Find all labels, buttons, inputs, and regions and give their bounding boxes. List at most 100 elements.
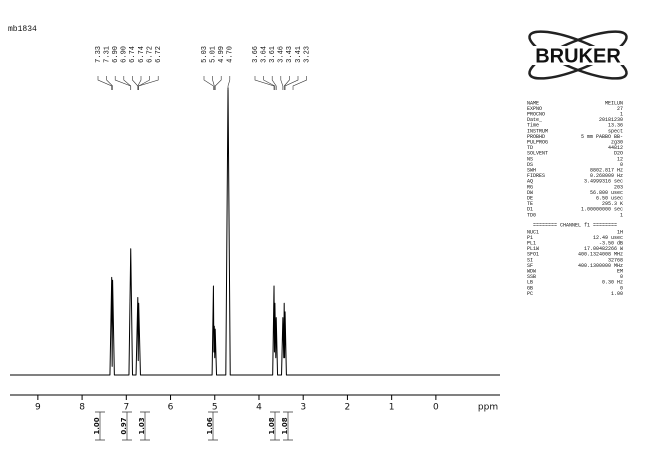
peak-leader — [114, 76, 132, 90]
x-tick-label: 5 — [212, 403, 218, 413]
peak-label: 5.03 — [201, 46, 209, 63]
peak-label: 3.43 — [286, 46, 294, 63]
param-value: 5 mm PABBO BB- — [581, 134, 623, 140]
peak-label: 4.99 — [218, 46, 226, 63]
integral-label: 0.97 — [120, 417, 128, 434]
integral-label: 1.03 — [138, 417, 146, 434]
param-name: DS — [527, 162, 533, 168]
param-name: NS — [527, 156, 533, 162]
peak-leader — [212, 76, 215, 90]
param-name: PROBHD — [527, 134, 545, 140]
integral-label: 1.08 — [281, 417, 289, 434]
param-value: 13.36 — [608, 123, 623, 129]
param-value: 1H — [617, 229, 623, 235]
param-value: 0.30 Hz — [602, 280, 623, 286]
peak-label: 3.41 — [295, 46, 303, 63]
param-name: D1 — [527, 207, 533, 213]
x-tick-label: 3 — [300, 403, 306, 413]
param-value: EM — [617, 269, 623, 275]
integral-bracket — [140, 411, 150, 441]
param-value: 27 — [617, 106, 623, 112]
param-value: 0 — [620, 285, 623, 291]
param-name: FIDRES — [527, 173, 545, 179]
integral-bracket — [122, 411, 132, 441]
peak-leader — [97, 76, 113, 90]
param-name: TD — [527, 145, 533, 151]
peak-leader — [137, 76, 142, 90]
integral-label: 1.08 — [268, 417, 276, 434]
param-name: Time — [527, 123, 539, 129]
param-value: 1.00 — [611, 291, 623, 297]
param-value: 0 — [620, 274, 623, 280]
peak-label: 6.90 — [121, 46, 129, 63]
x-tick-label: 8 — [79, 403, 85, 413]
logo-band — [528, 46, 628, 65]
peak-label: 3.46 — [278, 46, 286, 63]
param-value: 32768 — [608, 257, 623, 263]
param-value: 12.49 usec — [593, 235, 623, 241]
peak-label: 6.72 — [146, 46, 154, 63]
integral-bracket — [208, 411, 218, 441]
param-value: 295.3 K — [602, 201, 623, 207]
param-name: SOLVENT — [527, 151, 548, 157]
param-value: 203 — [614, 184, 623, 190]
integral-bracket — [270, 411, 280, 441]
param-value: 17.00482266 W — [584, 246, 623, 252]
peak-label: 3.64 — [260, 46, 268, 63]
peak-label: 6.90 — [112, 46, 120, 63]
peak-label: 6.72 — [155, 46, 163, 63]
peak-leader — [106, 76, 113, 90]
param-name: SF — [527, 263, 533, 269]
param-name: GB — [527, 285, 533, 291]
param-name: TD0 — [527, 212, 536, 218]
integral-label: 1.06 — [206, 417, 214, 434]
logo-orbit — [528, 30, 628, 80]
param-name: PROCNO — [527, 112, 545, 118]
param-value: 3.4999316 sec — [584, 179, 623, 185]
peak-label: 3.23 — [303, 46, 311, 63]
param-name: AQ — [527, 179, 533, 185]
param-name: EXPNO — [527, 106, 542, 112]
param-name: PULPROG — [527, 140, 548, 146]
peak-leader — [227, 76, 231, 90]
x-tick-label: 2 — [345, 403, 351, 413]
param-name: SFO1 — [527, 252, 539, 258]
peak-label: 3.61 — [269, 46, 277, 63]
param-value: 12 — [617, 156, 623, 162]
param-value: -3.50 dB — [599, 241, 623, 247]
param-value: 56.800 usec — [590, 190, 623, 196]
peak-label: 6.74 — [129, 46, 137, 63]
peak-label: 4.70 — [227, 46, 235, 63]
peak-label: 5.01 — [209, 46, 217, 63]
param-value: 1.00000000 sec — [581, 207, 623, 213]
integral-label: 1.00 — [93, 417, 101, 434]
param-name: NUC1 — [527, 229, 539, 235]
param-name: SI — [527, 257, 533, 263]
x-axis-label: ppm — [478, 403, 498, 413]
chart-title: mb1834 — [8, 25, 37, 34]
param-value: 0 — [620, 162, 623, 168]
peak-leader — [284, 76, 299, 90]
param-value: D2O — [614, 151, 623, 157]
peak-leader — [214, 76, 222, 90]
x-tick-label: 7 — [123, 403, 129, 413]
spectrum-line — [10, 87, 500, 376]
param-name: RG — [527, 184, 533, 190]
param-name: PC — [527, 291, 533, 297]
param-name: WDW — [527, 269, 536, 275]
param-name: DW — [527, 190, 533, 196]
bruker-logo: BRUKER — [528, 30, 628, 80]
peak-leader — [271, 76, 277, 90]
param-value: 0.268009 Hz — [590, 173, 623, 179]
x-tick-label: 4 — [256, 403, 262, 413]
param-value: 20181230 — [599, 117, 623, 123]
peak-label: 3.66 — [252, 46, 260, 63]
param-value: 1 — [620, 212, 623, 218]
param-name: DE — [527, 196, 533, 202]
integral-bracket — [95, 411, 105, 441]
x-tick-label: 1 — [389, 403, 395, 413]
integral-bracket — [283, 411, 293, 441]
peak-leader — [132, 76, 139, 90]
peak-leader — [138, 76, 159, 90]
